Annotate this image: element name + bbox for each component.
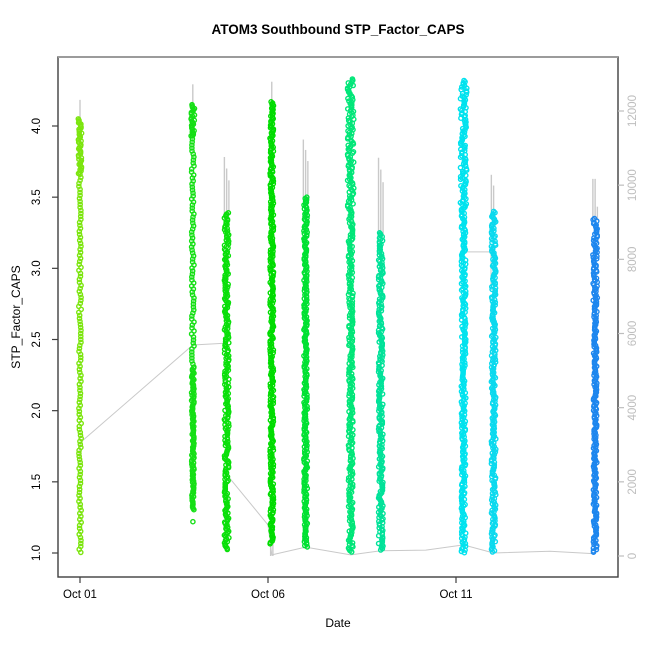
y-tick-label: 3.0 [31,260,43,276]
cluster-points-day-11 [488,208,499,555]
y2-axis: 0 2000 4000 6000 8000 10000 12000 [618,95,639,559]
y2-tick-label: 8000 [627,247,639,273]
x-tick-label: Oct 11 [439,589,472,601]
x-tick-label: Oct 06 [251,589,285,601]
cluster-points-day-3.9 [221,209,232,553]
cluster-points-day-5.1 [267,99,277,547]
cluster-points-day-8 [375,229,386,553]
y-tick-label: 4.0 [31,118,43,134]
y2-tick-label: 12000 [627,95,639,127]
cluster-points-day-6 [301,194,311,550]
gray-count-series [79,81,599,556]
y2-tick-label: 2000 [627,469,639,495]
plot-border [57,56,619,578]
gray-connector-line [465,251,492,286]
x-axis: Oct 01 Oct 06 Oct 11 [63,577,473,601]
y-tick-label: 3.5 [31,189,43,205]
gray-connector-line [79,342,596,556]
y-axis: 1.0 1.5 2.0 2.5 3.0 3.5 4.0 [31,118,58,561]
cluster-points-day-7.2 [344,76,357,555]
y2-tick-label: 0 [627,553,639,559]
y2-tick-label: 10000 [627,169,639,201]
y2-tick-label: 6000 [627,321,639,347]
cluster-points-day-10.2 [457,77,470,556]
y-tick-label: 2.5 [31,332,43,348]
y-tick-label: 1.0 [31,545,43,561]
x-axis-label: Date [325,616,351,630]
cluster-points-day-0 [75,116,85,556]
cluster-points-day-3 [188,101,198,525]
y-axis-label: STP_Factor_CAPS [9,265,23,369]
chart-title: ATOM3 Southbound STP_Factor_CAPS [211,22,465,37]
y-tick-label: 2.0 [31,403,43,419]
y2-tick-label: 4000 [627,395,639,421]
y-tick-label: 1.5 [31,474,43,490]
cluster-points-day-13.7 [590,215,601,556]
x-tick-label: Oct 01 [63,589,97,601]
